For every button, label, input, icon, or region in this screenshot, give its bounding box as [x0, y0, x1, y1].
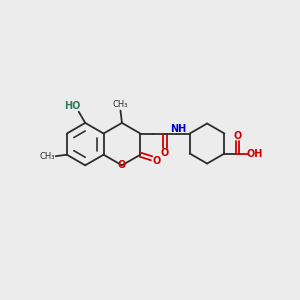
Text: OH: OH — [246, 148, 263, 158]
Text: CH₃: CH₃ — [39, 152, 55, 161]
Text: NH: NH — [170, 124, 187, 134]
Text: CH₃: CH₃ — [113, 100, 128, 109]
Text: O: O — [118, 160, 126, 170]
Text: O: O — [153, 156, 161, 166]
Text: HO: HO — [64, 101, 80, 111]
Text: O: O — [161, 148, 169, 158]
Text: O: O — [234, 131, 242, 141]
